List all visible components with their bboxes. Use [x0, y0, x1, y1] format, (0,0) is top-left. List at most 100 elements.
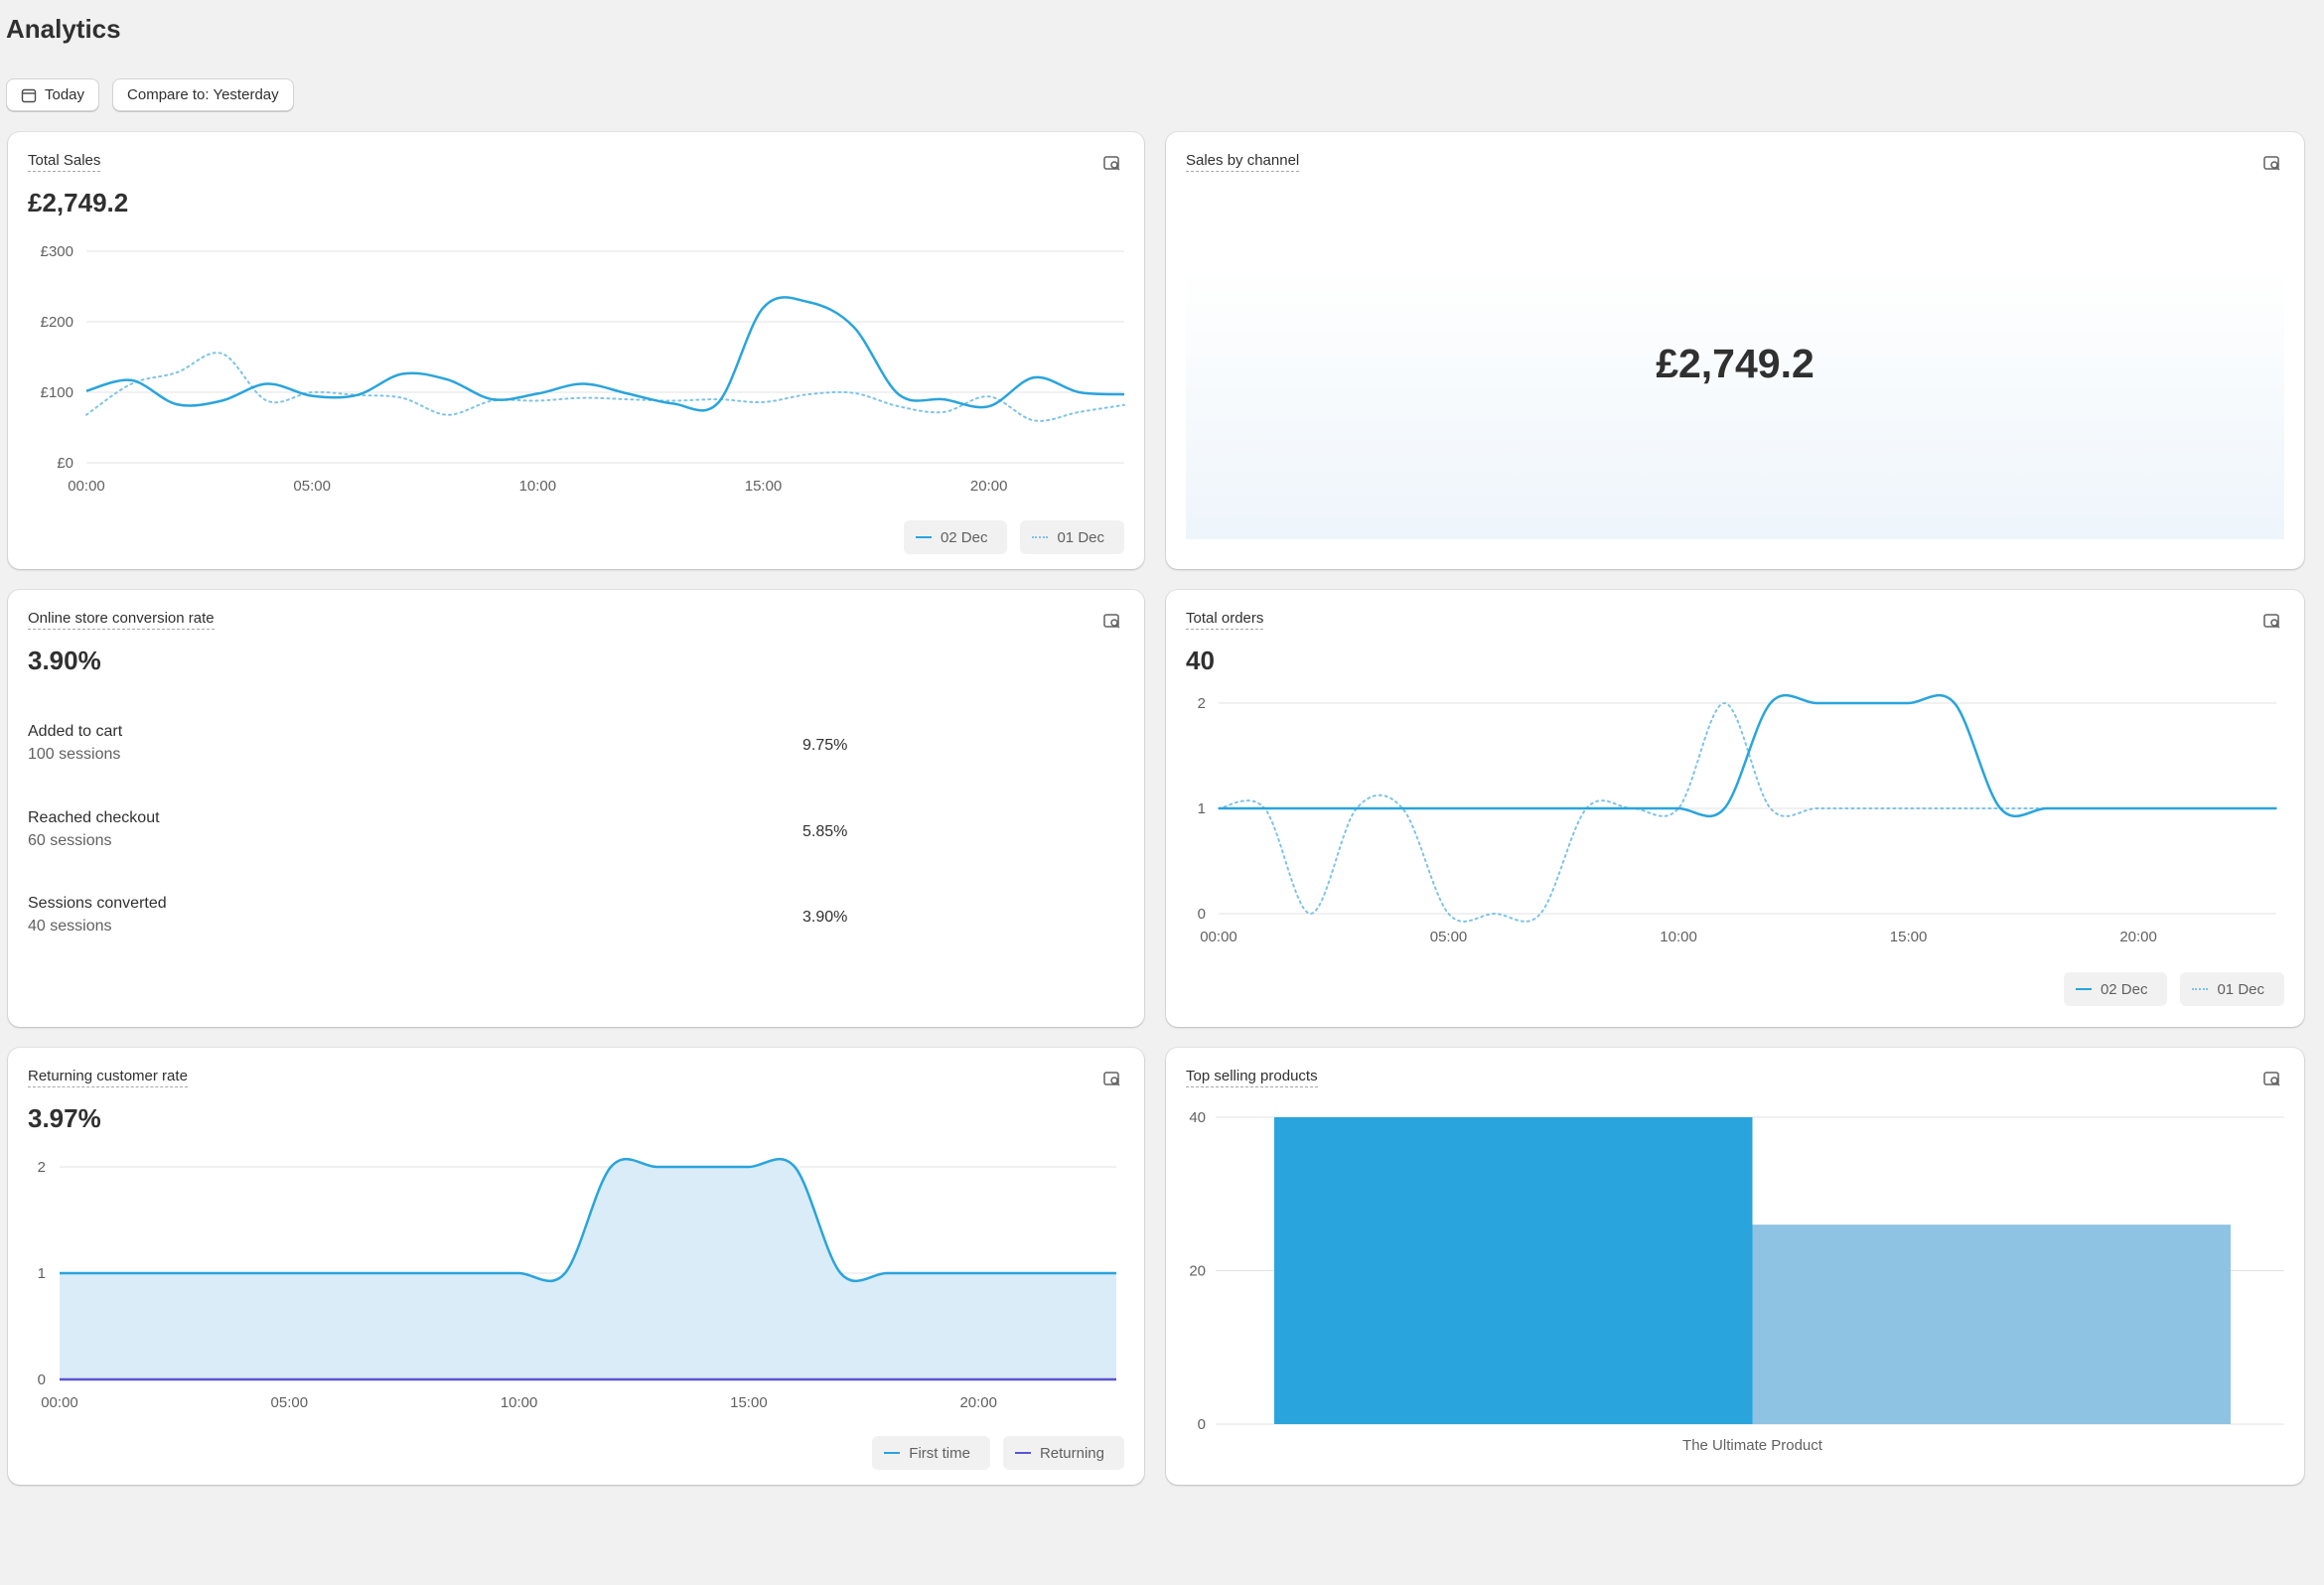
card-title[interactable]: Total orders [1186, 610, 1264, 630]
funnel-step-sessions: 40 sessions [28, 918, 112, 935]
x-tick-label: 15:00 [730, 1394, 768, 1411]
card-title[interactable]: Sales by channel [1186, 152, 1300, 172]
funnel-step-sessions: 60 sessions [28, 832, 112, 849]
explore-report-icon[interactable] [1102, 612, 1122, 632]
series-02-dec-line [85, 296, 1125, 412]
x-tick-label: 00:00 [68, 478, 105, 495]
solid-line-icon [1014, 1452, 1031, 1454]
funnel-step-percent: 5.85% [802, 823, 848, 840]
legend-item-02-dec[interactable]: 02 Dec [2063, 972, 2168, 1006]
x-tick-label: 10:00 [519, 478, 557, 495]
series-01-dec-line [1218, 701, 2277, 923]
legend-label: 01 Dec [2217, 980, 2264, 998]
card-title[interactable]: Top selling products [1186, 1068, 1318, 1087]
explore-report-icon[interactable] [1102, 1070, 1122, 1089]
calendar-icon [21, 88, 37, 102]
y-tick-label: 0 [38, 1371, 46, 1388]
toolbar: Today Compare to: Yesterday [6, 78, 294, 111]
funnel-step-label: Added to cart [28, 723, 123, 740]
conversion-rate-value: 3.90% [28, 646, 101, 675]
legend-label: First time [909, 1444, 970, 1462]
channel-chart-area [1186, 266, 2284, 539]
x-tick-label: 05:00 [293, 478, 331, 495]
solid-line-icon [884, 1452, 901, 1454]
funnel-step-sessions: 100 sessions [28, 746, 121, 763]
x-tick-label: 05:00 [1430, 929, 1468, 945]
y-tick-label: 1 [38, 1265, 46, 1282]
legend-item-returning[interactable]: Returning [1002, 1436, 1124, 1470]
funnel-row-reached-checkout: Reached checkout 60 sessions 5.85% [28, 809, 862, 850]
bar[interactable] [1752, 1225, 2232, 1424]
x-tick-label: 20:00 [959, 1394, 997, 1411]
explore-report-icon[interactable] [2262, 612, 2282, 632]
card-title[interactable]: Returning customer rate [28, 1068, 188, 1087]
compare-label: Compare to: Yesterday [127, 86, 279, 103]
y-tick-label: 0 [1198, 1416, 1206, 1433]
x-tick-label: 00:00 [41, 1394, 78, 1411]
card-title[interactable]: Online store conversion rate [28, 610, 215, 630]
funnel-step-percent: 3.90% [802, 909, 848, 926]
y-tick-label: 2 [38, 1159, 46, 1176]
sales-by-channel-card: Sales by channel £2,749.2 [1166, 132, 2304, 569]
legend-item-01-dec[interactable]: 01 Dec [1020, 520, 1124, 554]
y-tick-label: 20 [1189, 1263, 1206, 1280]
page-title: Analytics [6, 14, 121, 44]
card-title[interactable]: Total Sales [28, 152, 101, 172]
compare-button[interactable]: Compare to: Yesterday [112, 78, 294, 111]
bar[interactable] [1274, 1117, 1753, 1424]
x-tick-label: 15:00 [745, 478, 783, 495]
solid-line-icon [2075, 988, 2092, 990]
total-sales-chart: £300 £200 £100 £0 00:00 05:00 10:00 15:00 20:00 [41, 243, 1125, 495]
x-tick-label: 05:00 [271, 1394, 309, 1411]
y-tick-label: 40 [1189, 1109, 1206, 1126]
returning-rate-value: 3.97% [28, 1103, 101, 1133]
x-tick-label: 00:00 [1200, 929, 1237, 945]
chart-legend: 02 Dec 01 Dec [903, 520, 1124, 554]
y-tick-label: 0 [1198, 906, 1206, 923]
legend-label: Returning [1039, 1444, 1104, 1462]
total-orders-chart: 2 1 0 00:00 05:00 10:00 15:00 20:00 [1198, 693, 2277, 945]
returning-customer-card: Returning customer rate 3.97% 2 1 0 00:00 0… [8, 1048, 1144, 1485]
top-products-card: Top selling products 40 20 0 The Ultimate … [1166, 1048, 2304, 1485]
dotted-line-icon [1032, 536, 1049, 538]
top-products-chart: 40 20 0 The Ultimate Product [1189, 1109, 2284, 1454]
legend-item-first-time[interactable]: First time [872, 1436, 990, 1470]
total-sales-card: Total Sales £2,749.2 £300 £200 £100 £0 00:0… [8, 132, 1144, 569]
x-tick-label: 15:00 [1890, 929, 1928, 945]
legend-item-01-dec[interactable]: 01 Dec [2180, 972, 2284, 1006]
legend-item-02-dec[interactable]: 02 Dec [903, 520, 1008, 554]
total-orders-value: 40 [1186, 646, 1215, 675]
y-tick-label: £0 [57, 455, 73, 472]
chart-legend: First time Returning [872, 1436, 1124, 1470]
funnel-step-label: Sessions converted [28, 895, 167, 912]
series-02-dec-line [1219, 693, 2276, 818]
category-label: The Ultimate Product [1682, 1437, 1823, 1454]
x-tick-label: 10:00 [1660, 929, 1697, 945]
x-tick-label: 20:00 [2119, 929, 2157, 945]
returning-customer-chart: 2 1 0 00:00 05:00 10:00 15:00 20:00 [38, 1157, 1116, 1411]
sales-by-channel-value: £2,749.2 [1656, 341, 1815, 386]
explore-report-icon[interactable] [2262, 154, 2282, 174]
conversion-rate-card: Online store conversion rate 3.90% Added… [8, 590, 1144, 1027]
legend-label: 02 Dec [940, 528, 988, 546]
solid-line-icon [915, 536, 932, 538]
series-01-dec-line [85, 352, 1125, 422]
funnel-step-percent: 9.75% [802, 737, 848, 754]
x-tick-label: 10:00 [501, 1394, 538, 1411]
funnel-row-sessions-converted: Sessions converted 40 sessions 3.90% [28, 895, 862, 936]
chart-legend: 02 Dec 01 Dec [2063, 972, 2284, 1006]
funnel-step-label: Reached checkout [28, 809, 160, 826]
total-sales-value: £2,749.2 [28, 188, 129, 217]
first-time-area [60, 1159, 1116, 1379]
date-range-label: Today [45, 86, 85, 103]
y-tick-label: 1 [1198, 800, 1206, 817]
date-range-button[interactable]: Today [6, 78, 100, 111]
legend-label: 01 Dec [1057, 528, 1104, 546]
y-tick-label: £200 [41, 314, 73, 331]
explore-report-icon[interactable] [1102, 154, 1122, 174]
series-first-time-line [59, 1157, 1116, 1283]
funnel-row-added-to-cart: Added to cart 100 sessions 9.75% [28, 723, 862, 764]
dotted-line-icon [2192, 988, 2209, 990]
y-tick-label: £100 [41, 384, 73, 401]
explore-report-icon[interactable] [2262, 1070, 2282, 1089]
